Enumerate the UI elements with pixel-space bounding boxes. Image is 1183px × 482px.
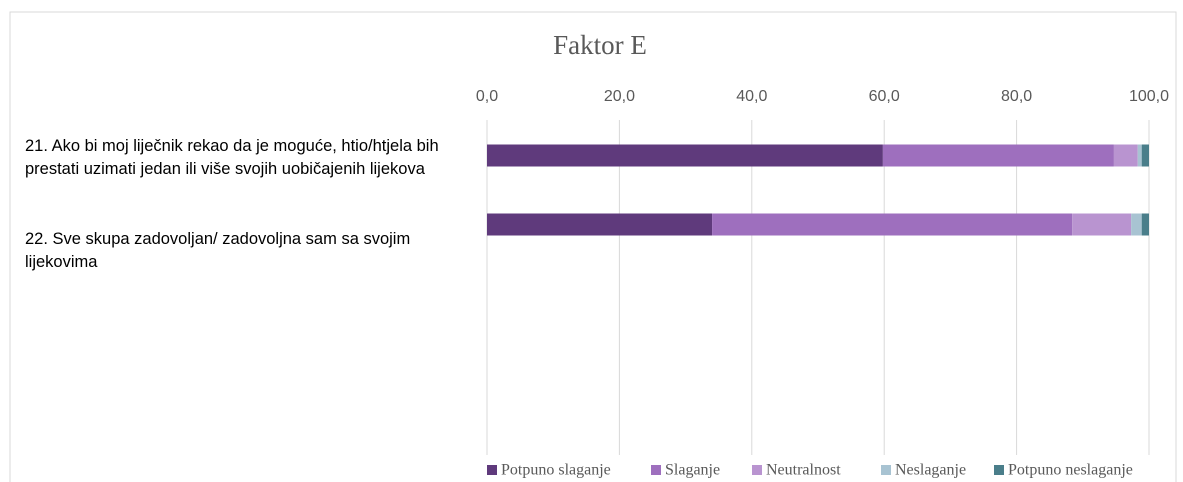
bar-segment [1141, 144, 1149, 167]
bar-segment [712, 213, 1073, 236]
bar-segment [1113, 144, 1138, 167]
legend-label: Slaganje [665, 462, 720, 479]
x-tick-label: 0,0 [476, 88, 498, 105]
category-label: 22. Sve skupa zadovoljan/ zadovoljna sam… [25, 230, 411, 271]
bar-segment [1072, 213, 1132, 236]
bar-segment [882, 144, 1114, 167]
legend-swatch [752, 465, 762, 475]
legend-swatch [651, 465, 661, 475]
legend-label: Neutralnost [766, 462, 841, 479]
legend-label: Potpuno neslaganje [1008, 462, 1133, 479]
chart-title: Faktor E [553, 30, 647, 60]
legend-label: Neslaganje [895, 462, 966, 479]
category-label: 21. Ako bi moj liječnik rekao da je mogu… [25, 137, 439, 178]
x-tick-label: 80,0 [1001, 88, 1032, 105]
x-tick-label: 40,0 [736, 88, 767, 105]
bar-segment [1141, 213, 1149, 236]
legend-swatch [881, 465, 891, 475]
x-tick-label: 60,0 [869, 88, 900, 105]
legend-swatch [994, 465, 1004, 475]
bar-segment [487, 213, 713, 236]
bar-segment [1137, 144, 1142, 167]
x-tick-label: 100,0 [1129, 88, 1169, 105]
legend-label: Potpuno slaganje [501, 462, 611, 479]
legend-swatch [487, 465, 497, 475]
chart-frame [9, 11, 1177, 482]
x-tick-label: 20,0 [604, 88, 635, 105]
bar-segment [1131, 213, 1142, 236]
bar-segment [487, 144, 883, 167]
